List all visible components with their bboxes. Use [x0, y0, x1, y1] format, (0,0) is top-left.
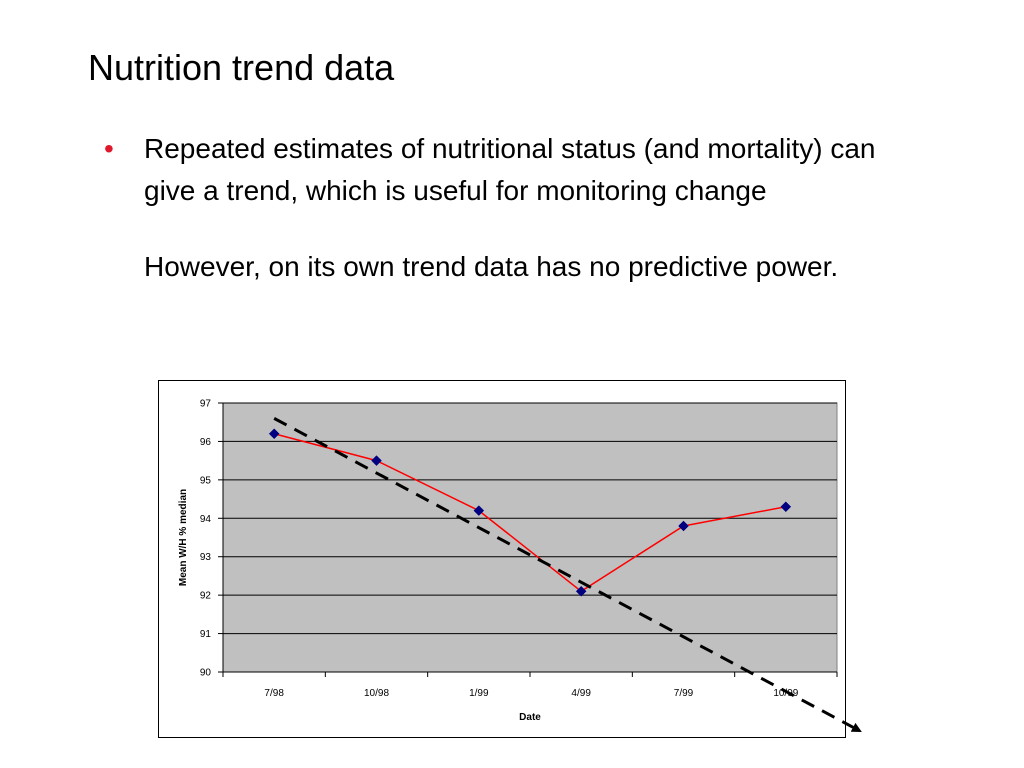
paragraph-text: However, on its own trend data has no pr… [144, 251, 839, 282]
bullet-item: • Repeated estimates of nutritional stat… [104, 128, 904, 212]
bullet-block: • Repeated estimates of nutritional stat… [104, 128, 904, 288]
slide-title: Nutrition trend data [88, 47, 395, 88]
chart-frame [158, 380, 846, 738]
bullet-marker: • [104, 133, 114, 164]
bullet-text: Repeated estimates of nutritional status… [144, 133, 876, 206]
